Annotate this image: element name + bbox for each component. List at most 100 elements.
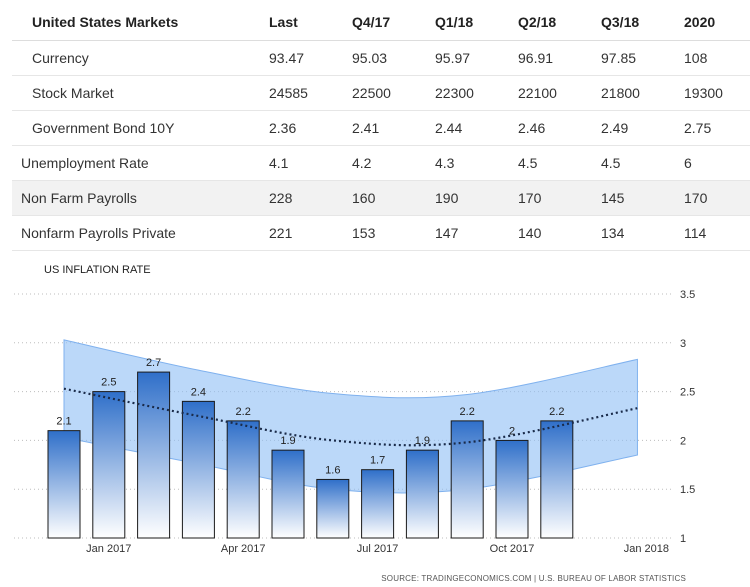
data-labels: 2.1 2.5 2.7 2.4 2.2 1.9 1.6 1.7 1.9 2.2 2 2.2	[56, 357, 564, 476]
cell-value: 170	[518, 189, 542, 206]
row-link-unemployment-rate[interactable]: Unemployment Rate	[21, 154, 149, 171]
column-header: Q2/18	[518, 4, 601, 41]
data-label: 2.2	[236, 406, 251, 418]
table-header-row: United States Markets Last Q4/17 Q1/18 Q…	[12, 4, 750, 41]
bar[interactable]	[405, 449, 439, 539]
cell-value: 19300	[684, 84, 723, 101]
data-label: 1.7	[370, 455, 385, 467]
cell-value: 114	[684, 224, 707, 241]
column-header: Q1/18	[435, 4, 518, 41]
x-tick-label: Jan 2018	[624, 543, 669, 555]
table-row[interactable]: Government Bond 10Y 2.36 2.41 2.44 2.46 …	[12, 110, 750, 145]
x-axis: Jan 2017 Apr 2017 Jul 2017 Oct 2017 Jan 2018	[86, 543, 669, 555]
column-header: Last	[269, 4, 352, 41]
y-axis: 1 1.5 2 2.5 3 3.5	[680, 289, 695, 545]
y-tick-label: 1.5	[680, 484, 695, 496]
column-header: 2020	[684, 4, 750, 41]
cell-value: 4.1	[269, 154, 289, 171]
chart-source: SOURCE: TRADINGECONOMICS.COM | U.S. BURE…	[381, 574, 686, 583]
bar[interactable]	[316, 478, 350, 539]
cell-value: 2.36	[269, 119, 297, 136]
y-tick-label: 2	[680, 435, 686, 447]
table-row[interactable]: Stock Market 24585 22500 22300 22100 218…	[12, 75, 750, 110]
cell-value: 190	[435, 189, 459, 206]
cell-value: 95.97	[435, 49, 471, 66]
cell-value: 4.5	[601, 154, 621, 171]
cell-value: 108	[684, 49, 708, 66]
bar[interactable]	[361, 469, 395, 539]
trend-line	[63, 387, 638, 447]
column-header: Q4/17	[352, 4, 435, 41]
data-label: 2.2	[549, 406, 564, 418]
table-row[interactable]: Unemployment Rate 4.1 4.2 4.3 4.5 4.5 6	[12, 145, 750, 180]
chart-bars	[47, 371, 574, 539]
table-row[interactable]: Nonfarm Payrolls Private 221 153 147 140…	[12, 215, 750, 250]
bar[interactable]	[181, 400, 215, 539]
column-header: United States Markets	[12, 4, 269, 41]
inflation-chart[interactable]: US INFLATION RATE 2.1 2.5 2.7 2.4 2.2 1.9 1.6 1…	[0, 254, 750, 587]
cell-value: 2.75	[684, 119, 712, 136]
data-label: 1.6	[325, 464, 340, 476]
bar[interactable]	[271, 449, 305, 539]
cell-value: 4.2	[352, 154, 372, 171]
data-label: 1.9	[415, 435, 430, 447]
cell-value: 22300	[435, 84, 474, 101]
cell-value: 97.85	[601, 49, 637, 66]
data-label: 1.9	[280, 435, 295, 447]
x-tick-label: Oct 2017	[490, 543, 535, 555]
cell-value: 2.49	[601, 119, 629, 136]
row-link-stock-market[interactable]: Stock Market	[32, 84, 114, 101]
bar[interactable]	[226, 420, 260, 539]
row-link-non-farm-payrolls[interactable]: Non Farm Payrolls	[21, 189, 137, 206]
cell-value: 4.3	[435, 154, 455, 171]
cell-value: 160	[352, 189, 376, 206]
cell-value: 228	[269, 189, 293, 206]
cell-value: 93.47	[269, 49, 305, 66]
cell-value: 2.41	[352, 119, 380, 136]
data-label: 2.4	[191, 386, 206, 398]
cell-value: 134	[601, 224, 625, 241]
x-tick-label: Jul 2017	[357, 543, 399, 555]
x-tick-label: Jan 2017	[86, 543, 131, 555]
bar[interactable]	[92, 391, 126, 539]
chart-title: US INFLATION RATE	[44, 264, 151, 276]
column-header: Q3/18	[601, 4, 684, 41]
bar[interactable]	[540, 420, 574, 539]
data-label: 2.5	[101, 377, 116, 389]
bar[interactable]	[137, 371, 171, 539]
cell-value: 6	[684, 154, 692, 171]
table-row[interactable]: Currency 93.47 95.03 95.97 96.91 97.85 1…	[12, 40, 750, 75]
y-tick-label: 3	[680, 338, 686, 350]
cell-value: 221	[269, 224, 293, 241]
trend-line-path	[63, 387, 638, 447]
row-link-nonfarm-payrolls-private[interactable]: Nonfarm Payrolls Private	[21, 224, 176, 241]
cell-value: 24585	[269, 84, 308, 101]
row-link-government-bond[interactable]: Government Bond 10Y	[32, 119, 175, 136]
data-label: 2.1	[56, 416, 71, 428]
cell-value: 4.5	[518, 154, 538, 171]
cell-value: 22100	[518, 84, 557, 101]
data-label: 2	[509, 425, 515, 437]
markets-table: United States Markets Last Q4/17 Q1/18 Q…	[12, 4, 750, 251]
cell-value: 2.44	[435, 119, 463, 136]
cell-value: 96.91	[518, 49, 554, 66]
table-row[interactable]: Non Farm Payrolls 228 160 190 170 145 17…	[12, 180, 750, 215]
data-label: 2.2	[460, 406, 475, 418]
cell-value: 145	[601, 189, 625, 206]
cell-value: 147	[435, 224, 459, 241]
bar[interactable]	[495, 439, 529, 539]
data-label: 2.7	[146, 357, 161, 369]
y-tick-label: 3.5	[680, 289, 695, 301]
bar[interactable]	[450, 420, 484, 539]
bar[interactable]	[47, 430, 81, 539]
row-link-currency[interactable]: Currency	[32, 49, 89, 66]
cell-value: 22500	[352, 84, 391, 101]
cell-value: 153	[352, 224, 376, 241]
x-tick-label: Apr 2017	[221, 543, 266, 555]
cell-value: 21800	[601, 84, 640, 101]
y-tick-label: 1	[680, 533, 686, 545]
cell-value: 95.03	[352, 49, 388, 66]
cell-value: 140	[518, 224, 542, 241]
y-tick-label: 2.5	[680, 387, 695, 399]
cell-value: 2.46	[518, 119, 546, 136]
